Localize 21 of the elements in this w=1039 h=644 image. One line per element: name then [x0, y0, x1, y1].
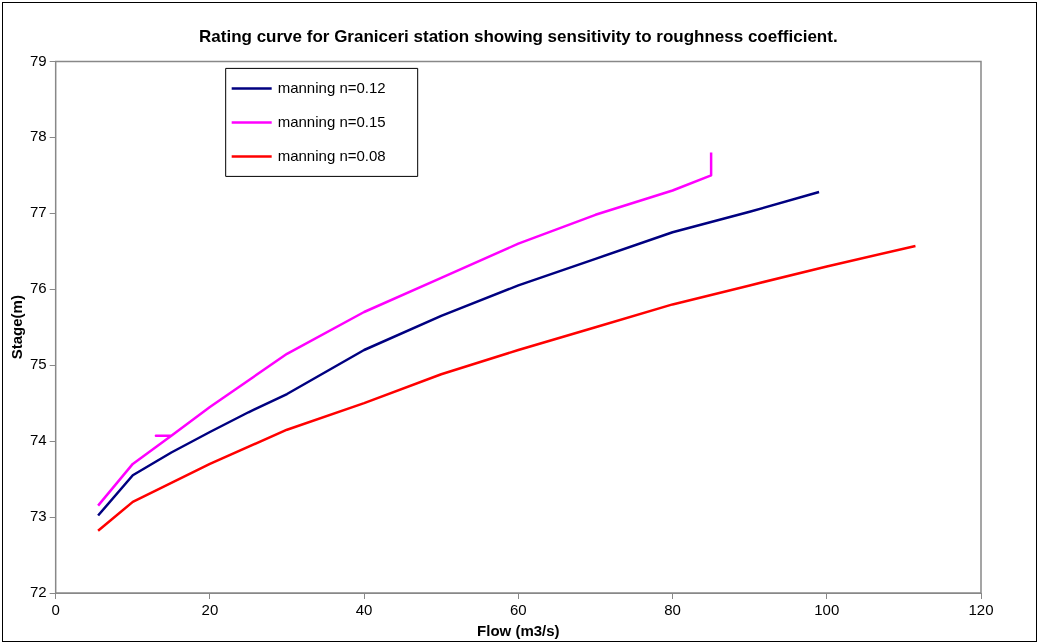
y-axis-title: Stage(m) — [8, 295, 26, 360]
y-tick-label: 79 — [30, 51, 47, 69]
x-tick-label: 20 — [201, 601, 219, 619]
chart-title: Rating curve for Graniceri station showing sensitivity to roughness coefficient. — [199, 26, 838, 46]
x-tick-label: 60 — [510, 601, 527, 619]
x-tick-label: 0 — [51, 601, 60, 619]
x-tick-label: 100 — [814, 601, 840, 619]
y-tick-label: 74 — [30, 431, 47, 449]
y-tick-label: 75 — [30, 355, 47, 373]
legend-label: manning n=0.15 — [277, 112, 386, 130]
y-tick-label: 78 — [30, 127, 47, 145]
x-axis-title: Flow (m3/s) — [477, 622, 560, 640]
y-tick-label: 73 — [30, 507, 47, 525]
x-tick-label: 40 — [355, 601, 373, 619]
y-tick-label: 72 — [30, 583, 47, 601]
y-tick-label: 77 — [30, 203, 47, 221]
y-tick-label: 76 — [30, 279, 47, 297]
legend-label: manning n=0.12 — [277, 78, 386, 96]
x-tick-label: 120 — [968, 601, 994, 619]
legend-label: manning n=0.08 — [277, 146, 386, 164]
x-tick-label: 80 — [664, 601, 681, 619]
